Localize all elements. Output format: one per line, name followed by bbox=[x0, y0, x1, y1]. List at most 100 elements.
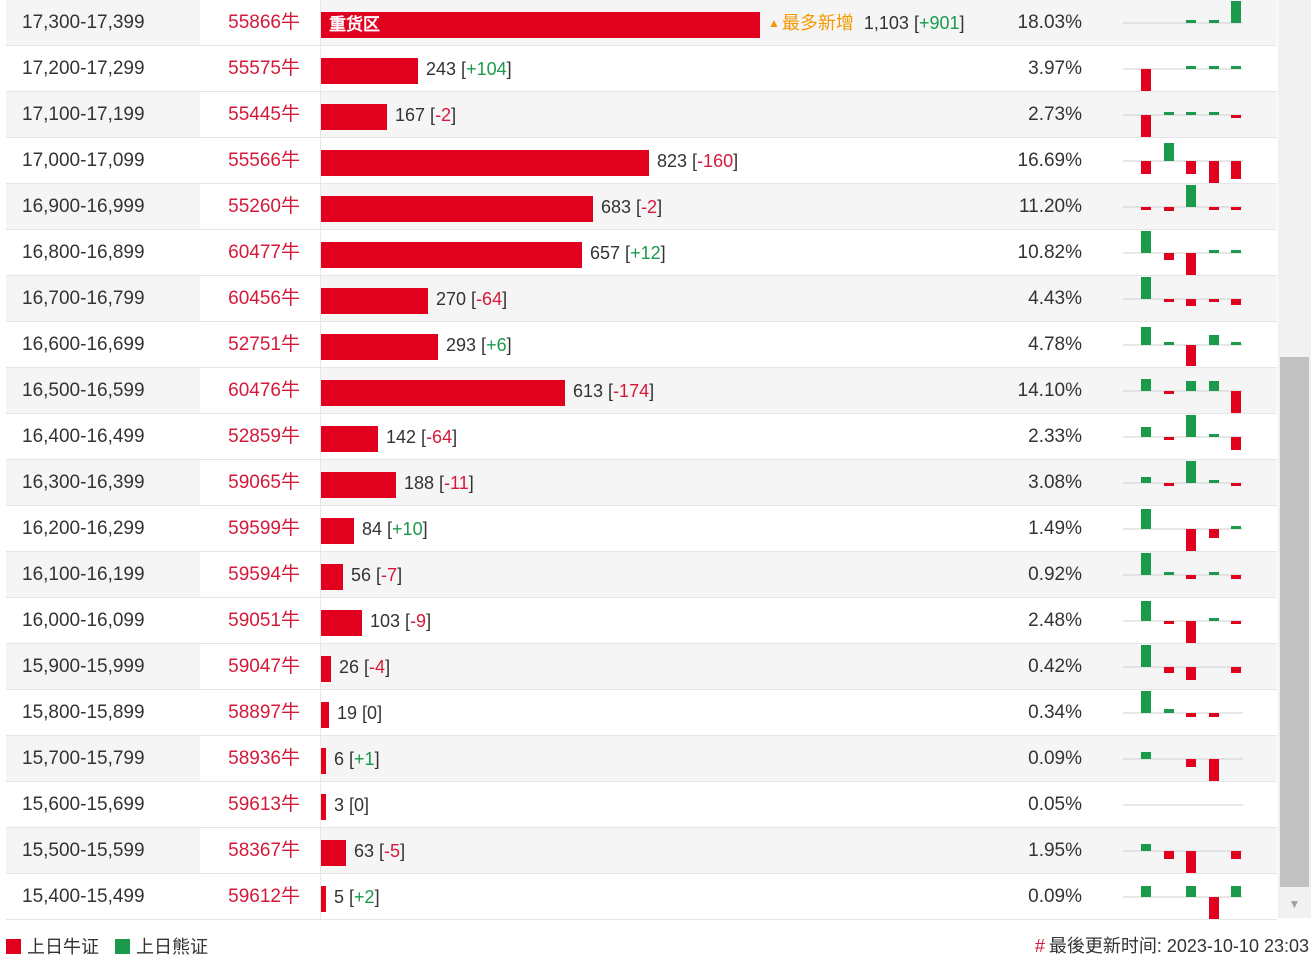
strike-range: 15,600-15,699 bbox=[22, 794, 145, 815]
warrant-code-link[interactable]: 60477牛 bbox=[228, 242, 300, 263]
warrant-code-link[interactable]: 59051牛 bbox=[228, 610, 300, 631]
scroll-down-arrow-icon[interactable]: ▼ bbox=[1288, 897, 1301, 911]
outstanding-value: 103 [-9] bbox=[370, 611, 432, 631]
percent: 2.48% bbox=[1028, 610, 1082, 631]
warrant-code-link[interactable]: 55260牛 bbox=[228, 196, 300, 217]
warrant-code-link[interactable]: 60456牛 bbox=[228, 288, 300, 309]
table-row[interactable]: 16,700-16,799 60456牛 270 [-64] 4.43% bbox=[6, 276, 1277, 322]
spark-bar-bear bbox=[1186, 112, 1196, 115]
outstanding-value: 19 [0] bbox=[337, 703, 383, 723]
spark-bar-bear bbox=[1141, 427, 1151, 437]
history-sparkline bbox=[1123, 379, 1243, 413]
bar-zone: 657 [+12] bbox=[320, 230, 1011, 275]
table-row[interactable]: 16,000-16,099 59051牛 103 [-9] 2.48% bbox=[6, 598, 1277, 644]
bar-zone: 823 [-160] bbox=[320, 138, 1011, 183]
bar-zone: 293 [+6] bbox=[320, 322, 1011, 367]
table-row[interactable]: 15,400-15,499 59612牛 5 [+2] 0.09% bbox=[6, 874, 1277, 920]
warrant-code-link[interactable]: 55575牛 bbox=[228, 58, 300, 79]
triangle-up-icon: ▲ bbox=[768, 16, 780, 30]
delta: +2 bbox=[354, 887, 375, 907]
last-updated: # 最後更新时间: 2023-10-10 23:03 bbox=[1035, 934, 1309, 958]
outstanding-value: 270 [-64] bbox=[436, 289, 508, 309]
spark-bar-bull bbox=[1209, 897, 1219, 919]
table-row[interactable]: 16,800-16,899 60477牛 657 [+12] 10.82% bbox=[6, 230, 1277, 276]
code-cell: 55445牛 bbox=[200, 92, 320, 137]
count: 823 bbox=[657, 151, 688, 171]
bar-zone: 142 [-64] bbox=[320, 414, 1011, 459]
history-sparkline bbox=[1123, 553, 1243, 579]
table-row[interactable]: 16,500-16,599 60476牛 613 [-174] 14.10% bbox=[6, 368, 1277, 414]
vertical-scrollbar[interactable]: ▼ bbox=[1278, 0, 1311, 918]
warrant-code-link[interactable]: 58897牛 bbox=[228, 702, 300, 723]
count: 657 bbox=[590, 243, 621, 263]
bar-zone: 613 [-174] bbox=[320, 368, 1011, 413]
outstanding-value: 823 [-160] bbox=[657, 151, 739, 171]
warrant-code-link[interactable]: 52751牛 bbox=[228, 334, 300, 355]
table-row[interactable]: 15,800-15,899 58897牛 19 [0] 0.34% bbox=[6, 690, 1277, 736]
outstanding-value: ▲ 最多新增 1,103 [+901] bbox=[768, 13, 965, 33]
percent: 1.95% bbox=[1028, 840, 1082, 861]
history-sparkline bbox=[1123, 601, 1243, 643]
table-row[interactable]: 17,200-17,299 55575牛 243 [+104] 3.97% bbox=[6, 46, 1277, 92]
count: 26 bbox=[339, 657, 360, 677]
outstanding-bar bbox=[321, 656, 331, 682]
percent: 0.09% bbox=[1028, 886, 1082, 907]
table-row[interactable]: 15,600-15,699 59613牛 3 [0] 0.05% bbox=[6, 782, 1277, 828]
table-row[interactable]: 15,900-15,999 59047牛 26 [-4] 0.42% bbox=[6, 644, 1277, 690]
warrant-code-link[interactable]: 59612牛 bbox=[228, 886, 300, 907]
spark-bar-bull bbox=[1209, 759, 1219, 781]
spark-bar-bear bbox=[1231, 342, 1241, 345]
table-row[interactable]: 16,900-16,999 55260牛 683 [-2] 11.20% bbox=[6, 184, 1277, 230]
spark-bar-bull bbox=[1231, 391, 1241, 413]
percent: 4.78% bbox=[1028, 334, 1082, 355]
table-row[interactable]: 17,000-17,099 55566牛 823 [-160] 16.69% bbox=[6, 138, 1277, 184]
warrant-code-link[interactable]: 59047牛 bbox=[228, 656, 300, 677]
table-row[interactable]: 16,300-16,399 59065牛 188 [-11] 3.08% bbox=[6, 460, 1277, 506]
warrant-code-link[interactable]: 55445牛 bbox=[228, 104, 300, 125]
warrant-code-link[interactable]: 52859牛 bbox=[228, 426, 300, 447]
outstanding-bar bbox=[321, 702, 329, 728]
outstanding-value: 56 [-7] bbox=[351, 565, 403, 585]
spark-bar-bull bbox=[1231, 851, 1241, 859]
warrant-code-link[interactable]: 60476牛 bbox=[228, 380, 300, 401]
table-row[interactable]: 17,300-17,399 55866牛 重货区 ▲ 最多新增 1,103 [+901] 1… bbox=[6, 0, 1277, 46]
history-sparkline bbox=[1123, 185, 1243, 211]
table-row[interactable]: 16,100-16,199 59594牛 56 [-7] 0.92% bbox=[6, 552, 1277, 598]
table-row[interactable]: 15,500-15,599 58367牛 63 [-5] 1.95% bbox=[6, 828, 1277, 874]
bar-zone: 84 [+10] bbox=[320, 506, 1011, 551]
warrant-code-link[interactable]: 59594牛 bbox=[228, 564, 300, 585]
warrant-code-link[interactable]: 59599牛 bbox=[228, 518, 300, 539]
table-row[interactable]: 16,600-16,699 52751牛 293 [+6] 4.78% bbox=[6, 322, 1277, 368]
table-row[interactable]: 16,400-16,499 52859牛 142 [-64] 2.33% bbox=[6, 414, 1277, 460]
scrollbar-thumb[interactable] bbox=[1280, 357, 1309, 887]
outstanding-bar bbox=[321, 840, 346, 866]
percent: 11.20% bbox=[1018, 196, 1082, 217]
spark-bar-bear bbox=[1209, 572, 1219, 575]
bar-zone: 188 [-11] bbox=[320, 460, 1011, 505]
spark-bar-bull bbox=[1164, 667, 1174, 673]
history-sparkline bbox=[1123, 1, 1243, 24]
percent: 0.34% bbox=[1028, 702, 1082, 723]
outstanding-value: 683 [-2] bbox=[601, 197, 663, 217]
count: 683 bbox=[601, 197, 632, 217]
spark-bar-bear bbox=[1209, 618, 1219, 621]
warrant-code-link[interactable]: 55866牛 bbox=[228, 12, 300, 33]
warrant-code-link[interactable]: 59065牛 bbox=[228, 472, 300, 493]
spark-bar-bull bbox=[1164, 253, 1174, 260]
spark-bar-bull bbox=[1231, 575, 1241, 579]
warrant-code-link[interactable]: 59613牛 bbox=[228, 794, 300, 815]
table-row[interactable]: 15,700-15,799 58936牛 6 [+1] 0.09% bbox=[6, 736, 1277, 782]
bar-zone: 683 [-2] bbox=[320, 184, 1011, 229]
warrant-code-link[interactable]: 55566牛 bbox=[228, 150, 300, 171]
warrant-code-link[interactable]: 58936牛 bbox=[228, 748, 300, 769]
warrant-code-link[interactable]: 58367牛 bbox=[228, 840, 300, 861]
table-row[interactable]: 17,100-17,199 55445牛 167 [-2] 2.73% bbox=[6, 92, 1277, 138]
spark-bar-bear bbox=[1231, 526, 1241, 529]
outstanding-value: 6 [+1] bbox=[334, 749, 380, 769]
table-row[interactable]: 16,200-16,299 59599牛 84 [+10] 1.49% bbox=[6, 506, 1277, 552]
code-cell: 58897牛 bbox=[200, 690, 320, 735]
code-cell: 58936牛 bbox=[200, 736, 320, 781]
outstanding-bar bbox=[321, 564, 343, 590]
bull-bear-table: 17,300-17,399 55866牛 重货区 ▲ 最多新增 1,103 [+901] 1… bbox=[6, 0, 1277, 920]
outstanding-bar bbox=[321, 794, 326, 820]
